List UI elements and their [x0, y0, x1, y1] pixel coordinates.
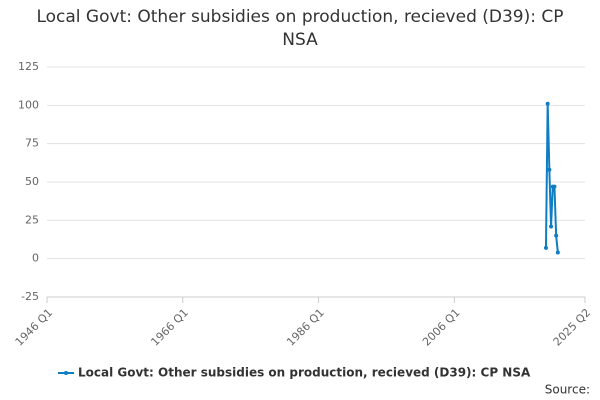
x-tick-label: 1946 Q1	[13, 306, 56, 349]
y-tick-label: 50	[25, 175, 39, 188]
x-tick-label: 2025 Q2	[551, 306, 594, 349]
legend-marker	[64, 371, 68, 375]
x-tick-label: 1966 Q1	[148, 306, 191, 349]
y-tick-label: 100	[18, 98, 39, 111]
x-tick-label: 2006 Q1	[420, 306, 463, 349]
chart-title: Local Govt: Other subsidies on productio…	[36, 7, 564, 50]
point	[554, 233, 559, 238]
legend-label: Local Govt: Other subsidies on productio…	[78, 366, 531, 380]
source: Source:	[545, 383, 590, 397]
point	[549, 224, 554, 229]
point	[552, 184, 557, 189]
point	[547, 167, 552, 172]
y-tick-label: -25	[21, 290, 39, 303]
y-tick-label: 75	[25, 137, 39, 150]
x-tick-label: 1986 Q1	[284, 306, 327, 349]
point	[543, 245, 548, 250]
y-tick-label: 125	[18, 60, 39, 73]
y-tick-label: 0	[32, 252, 39, 265]
point	[555, 250, 560, 255]
point	[545, 101, 550, 106]
line	[544, 103, 559, 253]
y-tick-label: 25	[25, 213, 39, 226]
